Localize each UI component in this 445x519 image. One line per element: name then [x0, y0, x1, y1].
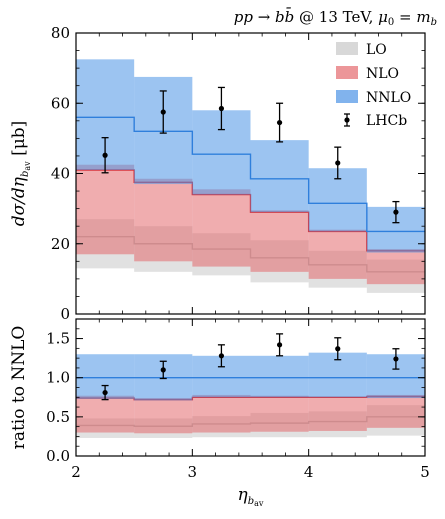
- nlo-band-series: [76, 164, 425, 285]
- x-tick-label: 2: [71, 463, 81, 481]
- nlo-band-bin: [308, 396, 367, 431]
- lhcb-data-point: [160, 367, 166, 373]
- nlo-band-bin: [250, 210, 309, 272]
- y-tick-label: 1.5: [46, 330, 70, 348]
- nlo-band-bin: [192, 189, 251, 267]
- x-tick-labels: 2 3 4 5: [71, 463, 430, 481]
- x-tick-label: 5: [420, 463, 430, 481]
- main-y-axis: 0 20 40 60 80: [51, 24, 425, 323]
- lhcb-data-point: [218, 353, 225, 359]
- lhcb-data-point: [218, 105, 225, 112]
- nnlo-band-bin: [250, 355, 309, 398]
- lhcb-data-point: [393, 356, 399, 362]
- nlo-band-bin: [134, 178, 193, 262]
- nnlo-legend-swatch: [336, 90, 358, 103]
- nlo-band-bin: [250, 395, 309, 432]
- nnlo-band-bin: [250, 140, 309, 213]
- ratio-panel: 0.0 0.5 1.0 1.5 ratio to NNLO: [9, 318, 426, 465]
- y-tick-label: 0.5: [46, 408, 70, 426]
- x-axis-label: ηbav: [238, 485, 264, 508]
- y-tick-label: 0.0: [46, 447, 70, 465]
- x-tick-label: 4: [304, 463, 314, 481]
- lo-legend-swatch: [336, 42, 358, 55]
- y-tick-label: 80: [51, 24, 70, 42]
- nlo-band-bin: [76, 395, 135, 433]
- lhcb-data-point: [276, 119, 283, 126]
- nlo-band-bin: [308, 229, 367, 279]
- nnlo-central-line: [76, 116, 425, 233]
- lhcb-data-point: [335, 160, 341, 166]
- nlo-band-bin: [134, 398, 193, 434]
- main-x-axis: [75, 33, 426, 314]
- lhcb-data-point: [393, 209, 399, 215]
- nlo-band-bin: [192, 394, 251, 433]
- lhcb-legend-marker: [344, 113, 350, 127]
- main-panel: 0 20 40 60 80 dσ/dηbav [μb]: [9, 24, 426, 323]
- lhcb-legend-label: LHCb: [366, 113, 407, 129]
- lhcb-data-point: [102, 152, 108, 158]
- nlo-band-series: [76, 394, 425, 434]
- y-tick-label: 20: [51, 235, 70, 253]
- nnlo-band-series: [76, 352, 425, 401]
- nlo-band-bin: [76, 164, 135, 255]
- x-tick-label: 3: [188, 463, 198, 481]
- main-y-axis-label: dσ/dηbav [μb]: [9, 121, 32, 227]
- y-tick-label: 0: [60, 305, 70, 323]
- nlo-legend-label: NLO: [366, 66, 399, 82]
- chart-title: pp → bb̄ @ 13 TeV, μ0 = mb: [234, 8, 437, 28]
- lhcb-data-series: [101, 333, 400, 401]
- y-tick-label: 60: [51, 94, 70, 112]
- ratio-x-axis: [75, 319, 426, 456]
- nlo-band-bin: [366, 249, 425, 285]
- lhcb-data-point: [335, 346, 341, 352]
- nnlo-legend-label: NNLO: [366, 90, 411, 106]
- nnlo-band-series: [76, 59, 425, 253]
- lhcb-data-point: [102, 389, 108, 396]
- lhcb-data-point: [276, 342, 283, 348]
- lhcb-data-series: [101, 86, 400, 224]
- ratio-y-axis: 0.0 0.5 1.0 1.5: [46, 318, 425, 465]
- nlo-legend-swatch: [336, 66, 358, 79]
- y-tick-label: 1.0: [46, 369, 70, 387]
- lhcb-data-point: [160, 109, 166, 115]
- ratio-y-axis-label: ratio to NNLO: [9, 326, 29, 450]
- legend: LO NLO NNLO LHCb: [336, 42, 411, 129]
- lo-legend-label: LO: [366, 42, 387, 58]
- nlo-band-bin: [366, 394, 425, 428]
- y-tick-label: 40: [51, 165, 70, 183]
